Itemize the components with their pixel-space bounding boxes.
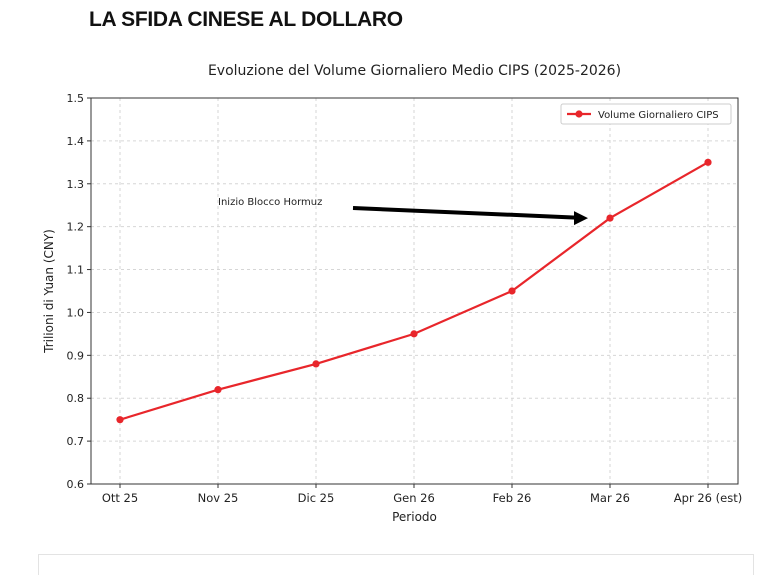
y-tick-label: 1.4 <box>67 135 85 148</box>
content-box <box>38 554 754 575</box>
x-tick-label: Dic 25 <box>298 491 335 505</box>
y-tick-label: 0.9 <box>67 349 85 362</box>
y-tick-label: 1.1 <box>67 264 85 277</box>
line-chart: 0.6 0.7 0.8 0.9 1.0 1.1 1.2 1.3 1.4 1.5 Ott 25 Nov … <box>42 63 742 524</box>
annotation-arrow-shaft <box>352 206 577 220</box>
data-point <box>704 158 712 166</box>
y-tick-label: 1.2 <box>67 221 85 234</box>
x-tick-label: Ott 25 <box>102 491 138 505</box>
x-tick-label: Apr 26 (est) <box>674 491 742 505</box>
x-tick-label: Feb 26 <box>493 491 532 505</box>
data-point <box>508 287 516 295</box>
annotation-text: Inizio Blocco Hormuz <box>218 197 322 208</box>
plot-frame <box>90 97 739 485</box>
data-point <box>410 330 418 338</box>
y-tick-label: 0.7 <box>67 435 85 448</box>
y-tick-label: 1.0 <box>67 306 85 319</box>
y-axis-label: Trilioni di Yuan (CNY) <box>42 229 56 354</box>
data-point <box>606 214 614 222</box>
data-point <box>116 416 124 424</box>
legend-label: Volume Giornaliero CIPS <box>598 110 719 121</box>
legend-marker <box>575 110 583 118</box>
y-tick-label: 0.6 <box>67 478 85 491</box>
y-tick-label: 1.3 <box>67 178 85 191</box>
y-tick-label: 0.8 <box>67 392 85 405</box>
legend-box <box>560 103 732 125</box>
y-tick-label: 1.5 <box>67 92 85 105</box>
x-tick-label: Nov 25 <box>198 491 239 505</box>
x-axis-label: Periodo <box>392 510 437 524</box>
annotation-arrow-head <box>574 211 588 226</box>
x-tick-label: Mar 26 <box>590 491 630 505</box>
x-tick-label: Gen 26 <box>393 491 435 505</box>
headline: LA SFIDA CINESE AL DOLLARO <box>89 8 403 31</box>
data-point <box>214 386 222 394</box>
chart-title: Evoluzione del Volume Giornaliero Medio … <box>208 63 621 79</box>
data-point <box>312 360 320 368</box>
